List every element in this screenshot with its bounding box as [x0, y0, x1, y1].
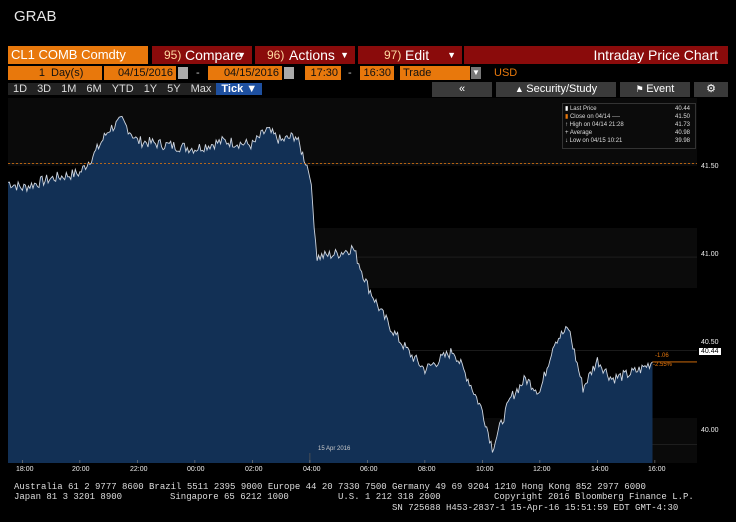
y-tick-label: 40.50 [701, 339, 719, 346]
x-tick-label: 08:00 [418, 466, 436, 473]
y-tick-label: 40.00 [701, 427, 719, 434]
calendar-icon[interactable] [284, 67, 294, 79]
legend-value: 39.98 [674, 138, 690, 144]
edit-num: 97) [384, 48, 402, 62]
compare-button[interactable]: 95) Compare ▼ [152, 46, 252, 64]
legend-value: 41.73 [674, 122, 690, 128]
chart-type-label: Intraday Price Chart [464, 46, 728, 64]
y-tick-label: 41.50 [701, 163, 719, 170]
x-tick-label: 12:00 [533, 466, 551, 473]
actions-num: 96) [267, 48, 285, 62]
timeframe-1d[interactable]: 1D [8, 83, 33, 95]
x-tick-label: 20:00 [72, 466, 90, 473]
compare-label: Compare [185, 47, 243, 63]
time-separator: - [348, 67, 352, 79]
footer-line-1: Australia 61 2 9777 8600 Brazil 5511 239… [14, 482, 646, 492]
price-line [8, 115, 653, 453]
x-tick-label: 00:00 [187, 466, 205, 473]
window-title: GRAB [14, 8, 57, 25]
legend-value: 40.44 [674, 106, 690, 112]
timeframe-6m[interactable]: 6M [81, 83, 107, 95]
start-time-input[interactable]: 17:30 [305, 66, 341, 80]
legend-label: Average [569, 130, 593, 136]
actions-button[interactable]: 96) Actions ▼ [255, 46, 355, 64]
calendar-icon[interactable] [178, 67, 188, 79]
footer-copyright: Copyright 2016 Bloomberg Finance L.P. [494, 492, 694, 502]
legend-label: Low on 04/15 10:21 [569, 138, 623, 144]
x-tick-label: 18:00 [16, 466, 34, 473]
timeframe-1y[interactable]: 1Y [138, 83, 163, 95]
y-tick-label: 41.00 [701, 251, 719, 258]
gear-icon[interactable]: ⚙ [694, 82, 728, 97]
legend-label: Close on 04/14 ---- [569, 114, 620, 120]
tick-selector[interactable]: Tick ▼ [216, 83, 263, 95]
end-date-input[interactable]: 04/15/2016 [208, 66, 282, 80]
footer-japan: Japan 81 3 3201 8900 [14, 492, 123, 502]
end-time-input[interactable]: 16:30 [360, 66, 394, 80]
up-arrow-icon: ↑ [565, 122, 570, 128]
y-axis: 41.50 41.00 40.50 40.00 40.44 [697, 98, 733, 463]
legend-value: 40.98 [674, 130, 690, 136]
last-price-tag: 40.44 [699, 348, 721, 355]
legend-item: ▮ Close on 04/14 ---- 41.50 [565, 113, 693, 121]
x-tick-label: 06:00 [360, 466, 378, 473]
period-count-input[interactable]: 1 [8, 66, 48, 80]
x-tick-label: 04:00 [303, 466, 321, 473]
security-study-label: Security/Study [526, 83, 598, 95]
event-label: Event [646, 83, 675, 95]
actions-label: Actions [289, 47, 335, 63]
plus-icon: + [565, 130, 570, 136]
legend-label: High on 04/14 21:28 [569, 122, 624, 128]
flag-icon: ⚑ [635, 84, 647, 94]
timeframe-1m[interactable]: 1M [56, 83, 82, 95]
x-tick-label: 16:00 [648, 466, 666, 473]
change-label: -1.06 [655, 353, 669, 359]
date-marker-label: 15 Apr 2016 [318, 446, 351, 452]
line-swatch-icon: ▮ [565, 114, 570, 120]
currency-label: USD [494, 67, 518, 79]
legend-item: ↑ High on 04/14 21:28 41.73 [565, 121, 693, 129]
legend-item: + Average 40.98 [565, 129, 693, 137]
x-tick-label: 10:00 [476, 466, 494, 473]
timeframe-5y[interactable]: 5Y [162, 83, 186, 95]
legend-item: ▮ Last Price 40.44 [565, 105, 693, 113]
chart-icon: ▲ [514, 84, 527, 94]
chart-legend[interactable]: ▮ Last Price 40.44 ▮ Close on 04/14 ---- 4… [562, 103, 696, 149]
ticker-input[interactable]: CL1 COMB Comdty [8, 46, 148, 64]
field-select[interactable]: Trade [400, 66, 470, 80]
dropdown-arrow-icon: ▼ [237, 50, 246, 60]
timeframe-3d[interactable]: 3D [32, 83, 57, 95]
price-area [8, 116, 653, 463]
legend-label: Last Price [569, 106, 597, 112]
legend-item: ↓ Low on 04/15 10:21 39.98 [565, 137, 693, 145]
field-dropdown-icon[interactable]: ▼ [471, 67, 481, 79]
dropdown-arrow-icon: ▼ [340, 50, 349, 60]
date-separator: - [196, 67, 200, 79]
security-study-button[interactable]: ▲ Security/Study [496, 82, 616, 97]
compare-num: 95) [164, 48, 182, 62]
period-unit-select[interactable]: Day(s) [48, 66, 102, 80]
footer-singapore: Singapore 65 6212 1000 [170, 492, 289, 502]
event-button[interactable]: ⚑ Event [620, 82, 690, 97]
timeframe-max[interactable]: Max [185, 83, 217, 95]
down-arrow-icon: ↓ [565, 138, 570, 144]
x-tick-label: 14:00 [591, 466, 609, 473]
line-swatch-icon: ▮ [565, 106, 570, 112]
back-button[interactable]: « [432, 82, 492, 97]
edit-button[interactable]: 97) Edit ▼ [358, 46, 462, 64]
price-chart[interactable] [8, 98, 697, 463]
footer-us: U.S. 1 212 318 2000 [338, 492, 441, 502]
start-date-input[interactable]: 04/15/2016 [104, 66, 176, 80]
x-tick-label: 02:00 [245, 466, 263, 473]
legend-value: 41.50 [674, 114, 690, 120]
change-pct-label: -2.55% [653, 362, 673, 368]
edit-label: Edit [405, 47, 430, 63]
timeframe-ytd[interactable]: YTD [106, 83, 139, 95]
timeframe-bar: 1D 3D 1M 6M YTD 1Y 5Y Max Tick ▼ [8, 82, 263, 97]
x-tick-label: 22:00 [130, 466, 148, 473]
footer-session: SN 725688 H453-2837-1 15-Apr-16 15:51:59… [392, 503, 679, 513]
dropdown-arrow-icon: ▼ [447, 50, 456, 60]
